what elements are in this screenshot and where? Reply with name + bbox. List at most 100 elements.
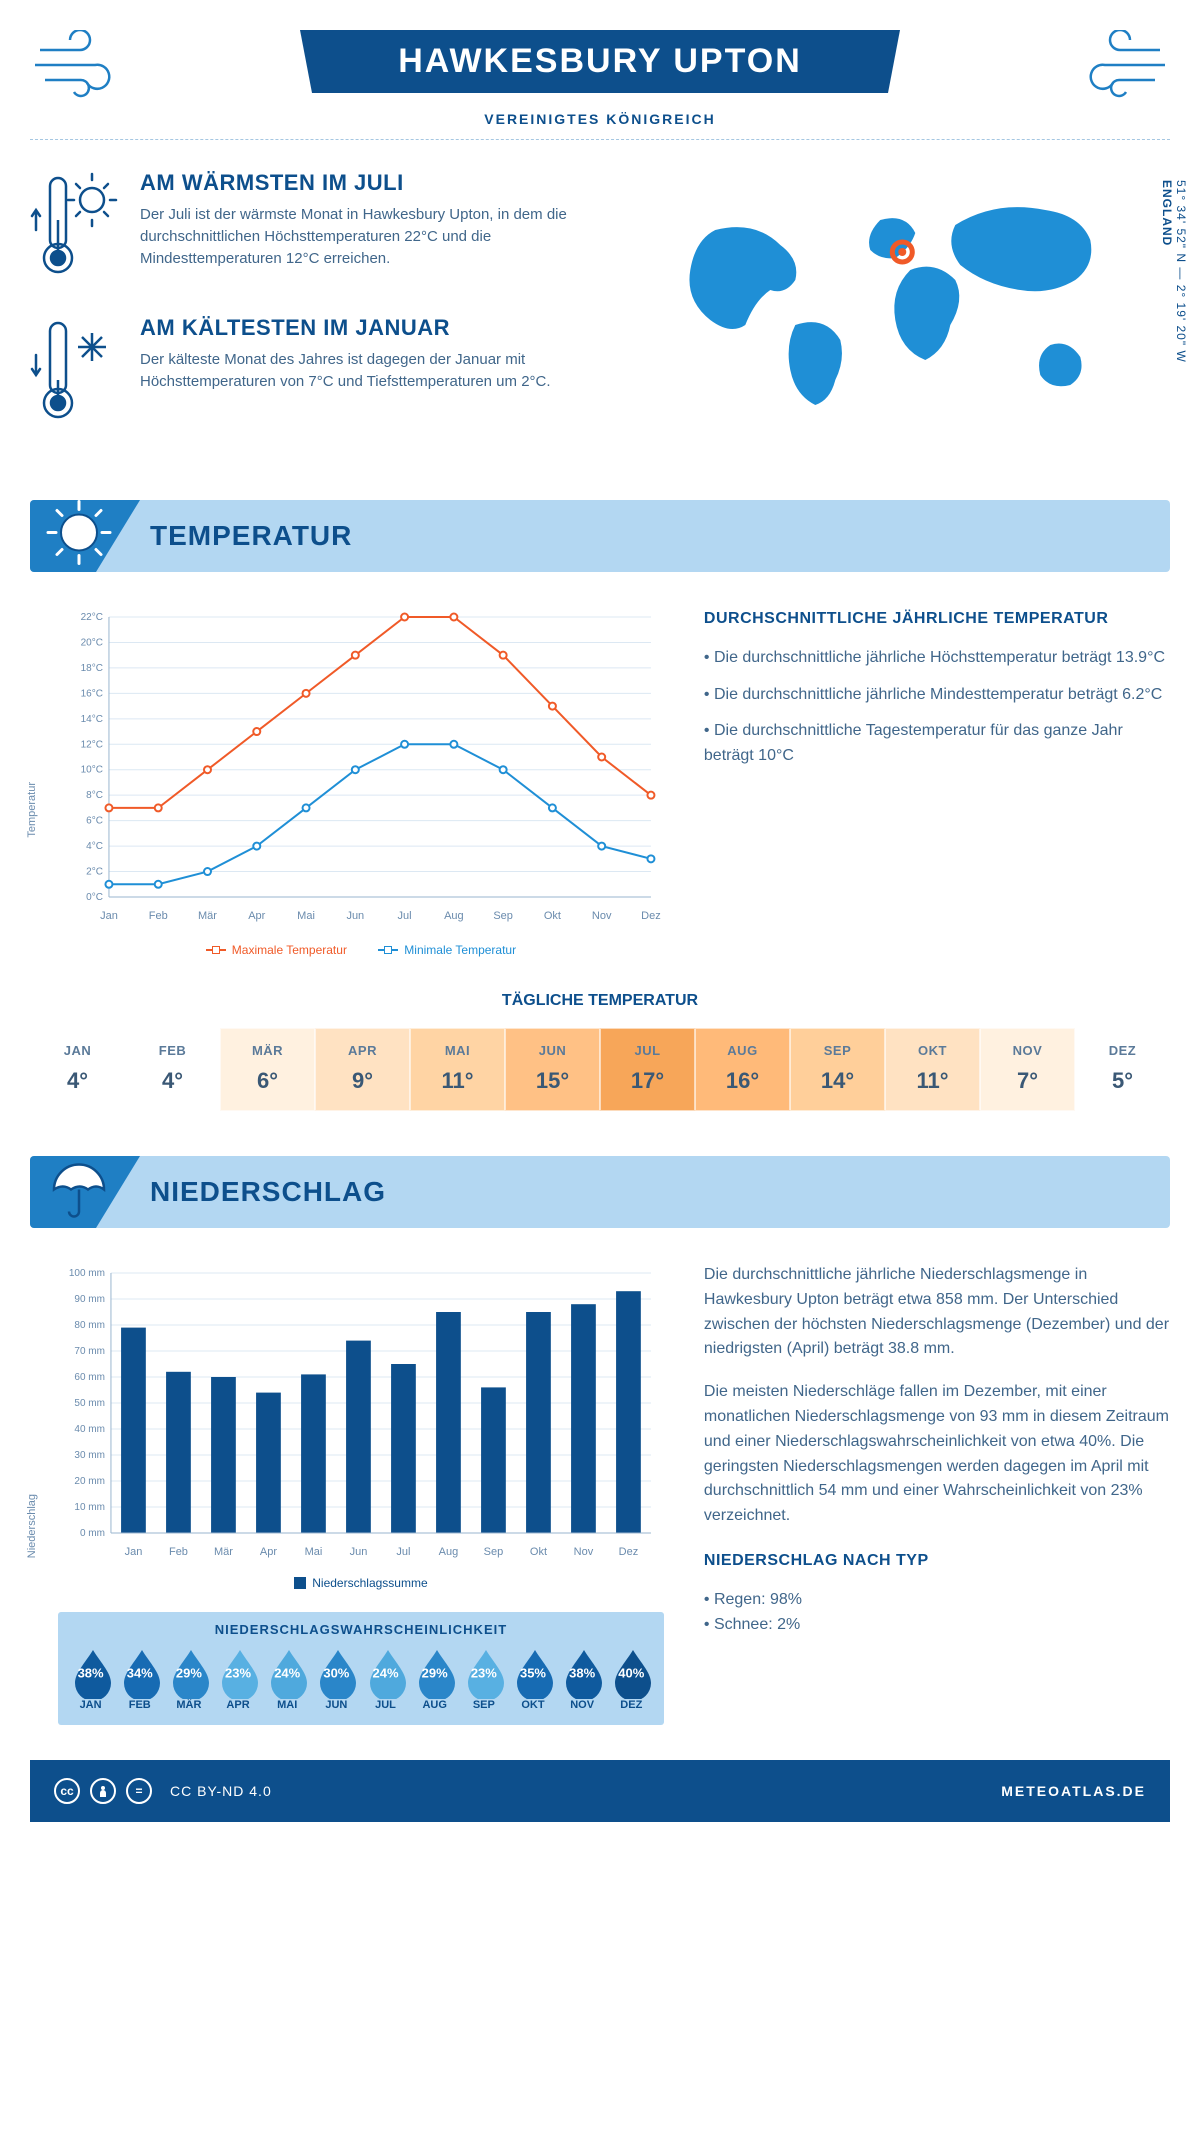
drop: 34%FEB: [117, 1647, 162, 1711]
thermometer-snow-icon: [30, 315, 120, 430]
svg-text:100 mm: 100 mm: [69, 1268, 105, 1279]
svg-text:Okt: Okt: [530, 1546, 547, 1558]
drop: 30%JUN: [314, 1647, 359, 1711]
drop: 38%NOV: [560, 1647, 605, 1711]
heat-cell: AUG16°: [695, 1028, 790, 1111]
svg-text:40 mm: 40 mm: [74, 1424, 105, 1435]
temp-bullet: • Die durchschnittliche Tagestemperatur …: [704, 719, 1170, 769]
temperature-heading: TEMPERATUR: [150, 520, 352, 551]
heat-cell: SEP14°: [790, 1028, 885, 1111]
heat-cell: APR9°: [315, 1028, 410, 1111]
legend-min: Minimale Temperatur: [404, 943, 516, 957]
svg-text:Feb: Feb: [149, 910, 168, 922]
drop: 23%SEP: [461, 1647, 506, 1711]
precip-probability-box: NIEDERSCHLAGSWAHRSCHEINLICHKEIT 38%JAN34…: [58, 1612, 664, 1725]
svg-text:10 mm: 10 mm: [74, 1502, 105, 1513]
svg-text:Jan: Jan: [125, 1546, 143, 1558]
temperature-summary: DURCHSCHNITTLICHE JÄHRLICHE TEMPERATUR •…: [704, 607, 1170, 957]
svg-text:Mär: Mär: [214, 1546, 233, 1558]
site-name: METEOATLAS.DE: [1001, 1783, 1146, 1799]
page-title: HAWKESBURY UPTON: [300, 30, 900, 93]
svg-text:8°C: 8°C: [86, 790, 103, 801]
svg-text:60 mm: 60 mm: [74, 1372, 105, 1383]
world-map: 51° 34' 52" N — 2° 19' 20" W ENGLAND: [641, 170, 1170, 460]
heat-cell: DEZ5°: [1075, 1028, 1170, 1111]
heat-cell: JAN4°: [30, 1028, 125, 1111]
svg-text:0 mm: 0 mm: [80, 1528, 105, 1539]
coordinates: 51° 34' 52" N — 2° 19' 20" W ENGLAND: [1160, 180, 1188, 363]
temperature-banner: TEMPERATUR: [30, 500, 1170, 572]
coldest-fact: AM KÄLTESTEN IM JANUAR Der kälteste Mona…: [30, 315, 611, 430]
cc-icon: cc: [54, 1778, 80, 1804]
svg-text:0°C: 0°C: [86, 892, 103, 903]
drop: 35%OKT: [510, 1647, 555, 1711]
svg-text:30 mm: 30 mm: [74, 1450, 105, 1461]
drop: 29%MÄR: [166, 1647, 211, 1711]
sun-icon: [44, 498, 114, 575]
temp-bullet: • Die durchschnittliche jährliche Mindes…: [704, 683, 1170, 708]
svg-text:70 mm: 70 mm: [74, 1346, 105, 1357]
svg-text:Dez: Dez: [619, 1546, 639, 1558]
drop: 24%MAI: [265, 1647, 310, 1711]
legend-precip: Niederschlagssumme: [312, 1576, 427, 1590]
svg-text:Mai: Mai: [305, 1546, 323, 1558]
svg-text:Jun: Jun: [346, 910, 364, 922]
precip-para: Die durchschnittliche jährliche Niedersc…: [704, 1263, 1170, 1362]
svg-text:Jul: Jul: [396, 1546, 410, 1558]
precip-bytype: • Regen: 98%: [704, 1588, 1170, 1613]
precip-ylabel: Niederschlag: [26, 1494, 38, 1558]
thermometer-sun-icon: [30, 170, 120, 285]
svg-text:Sep: Sep: [493, 910, 513, 922]
svg-text:Aug: Aug: [439, 1546, 459, 1558]
precip-bytype-title: NIEDERSCHLAG NACH TYP: [704, 1549, 1170, 1574]
svg-text:90 mm: 90 mm: [74, 1294, 105, 1305]
precip-bytype: • Schnee: 2%: [704, 1613, 1170, 1638]
svg-text:Aug: Aug: [444, 910, 464, 922]
drop: 29%AUG: [412, 1647, 457, 1711]
wind-icon: [1050, 30, 1170, 105]
heat-cell: JUL17°: [600, 1028, 695, 1111]
drop: 23%APR: [215, 1647, 260, 1711]
svg-text:Feb: Feb: [169, 1546, 188, 1558]
warmest-title: AM WÄRMSTEN IM JULI: [140, 170, 611, 196]
svg-text:16°C: 16°C: [81, 688, 103, 699]
svg-text:4°C: 4°C: [86, 841, 103, 852]
svg-text:50 mm: 50 mm: [74, 1398, 105, 1409]
svg-text:22°C: 22°C: [81, 612, 103, 623]
svg-text:6°C: 6°C: [86, 816, 103, 827]
precip-banner: NIEDERSCHLAG: [30, 1156, 1170, 1228]
drop: 38%JAN: [68, 1647, 113, 1711]
svg-text:20°C: 20°C: [81, 637, 103, 648]
precip-chart: Niederschlag 0 mm10 mm20 mm30 mm40 mm50 …: [30, 1263, 664, 1725]
prob-title: NIEDERSCHLAGSWAHRSCHEINLICHKEIT: [68, 1622, 654, 1637]
heat-cell: MAI11°: [410, 1028, 505, 1111]
svg-text:Jun: Jun: [350, 1546, 368, 1558]
intro-row: AM WÄRMSTEN IM JULI Der Juli ist der wär…: [30, 170, 1170, 460]
precip-heading: NIEDERSCHLAG: [150, 1176, 386, 1207]
divider: [30, 139, 1170, 140]
svg-text:12°C: 12°C: [81, 739, 103, 750]
warmest-text: Der Juli ist der wärmste Monat in Hawkes…: [140, 204, 611, 269]
umbrella-icon: [44, 1154, 114, 1231]
temp-ylabel: Temperatur: [26, 782, 38, 838]
svg-text:Okt: Okt: [544, 910, 561, 922]
svg-text:2°C: 2°C: [86, 867, 103, 878]
svg-text:14°C: 14°C: [81, 714, 103, 725]
warmest-fact: AM WÄRMSTEN IM JULI Der Juli ist der wär…: [30, 170, 611, 285]
coldest-title: AM KÄLTESTEN IM JANUAR: [140, 315, 611, 341]
svg-text:10°C: 10°C: [81, 765, 103, 776]
header: HAWKESBURY UPTON VEREINIGTES KÖNIGREICH: [30, 30, 1170, 140]
svg-text:20 mm: 20 mm: [74, 1476, 105, 1487]
daily-temp-title: TÄGLICHE TEMPERATUR: [30, 992, 1170, 1010]
drop: 24%JUL: [363, 1647, 408, 1711]
daily-temp-strip: JAN4°FEB4°MÄR6°APR9°MAI11°JUN15°JUL17°AU…: [30, 1028, 1170, 1111]
svg-text:Apr: Apr: [260, 1546, 277, 1558]
temperature-chart: Temperatur 0°C2°C4°C6°C8°C10°C12°C14°C16…: [30, 607, 664, 957]
svg-text:Jul: Jul: [398, 910, 412, 922]
coords-region: ENGLAND: [1160, 180, 1174, 246]
drop: 40%DEZ: [609, 1647, 654, 1711]
heat-cell: OKT11°: [885, 1028, 980, 1111]
precip-para: Die meisten Niederschläge fallen im Deze…: [704, 1380, 1170, 1529]
heat-cell: MÄR6°: [220, 1028, 315, 1111]
page-subtitle: VEREINIGTES KÖNIGREICH: [30, 111, 1170, 127]
